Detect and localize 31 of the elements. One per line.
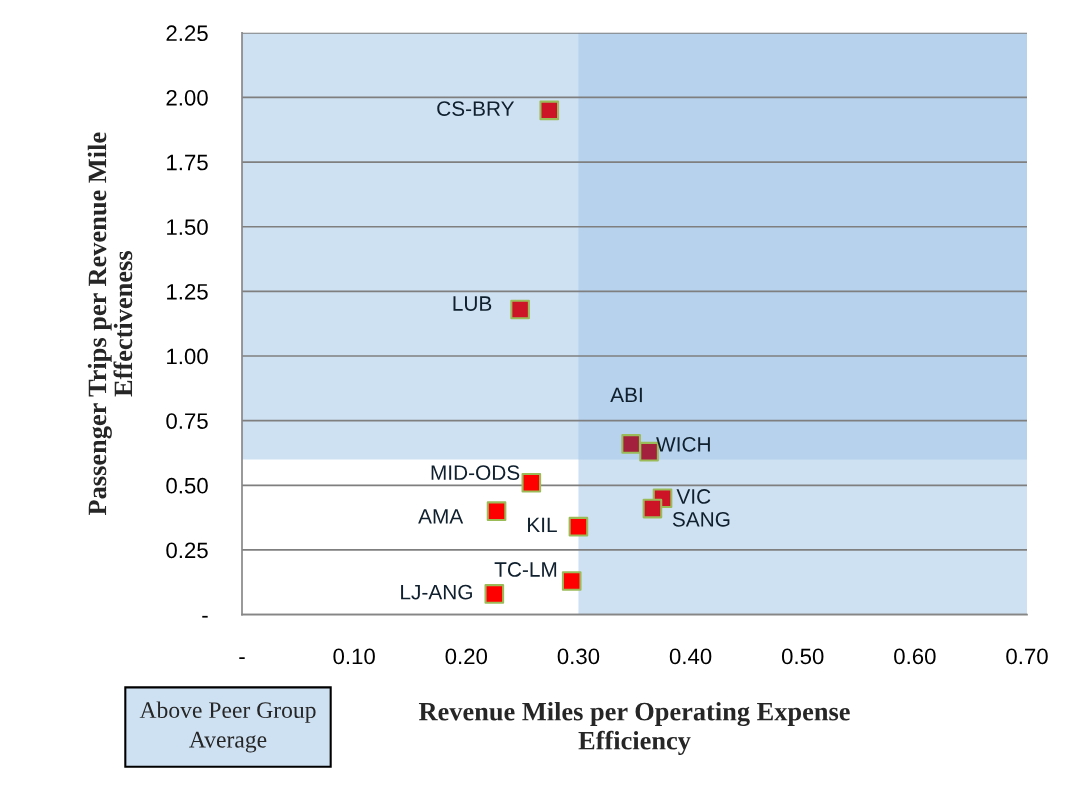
annotation: KIL (528, 517, 557, 533)
annotation: AMA (418, 509, 464, 524)
annotation: MID-ODS (431, 465, 520, 480)
y-tick-label: 0.75 (166, 413, 208, 429)
x-tick-label: 0.50 (781, 648, 824, 665)
annotation: WICH (656, 436, 710, 452)
annotation: LJ-ANG (401, 584, 472, 600)
x-tick-label: 0.70 (1006, 648, 1048, 665)
annotation: ABI (610, 387, 642, 403)
annotation: VIC (676, 489, 711, 504)
x-tick-label: 0.60 (894, 648, 936, 665)
x-tick-label: 0.20 (445, 648, 488, 665)
y-tick-label: 1.75 (167, 154, 208, 171)
text: Above Peer Group Average (139, 701, 316, 753)
y-tick-label: 1.25 (167, 283, 208, 300)
y-tick-label: 1.00 (167, 348, 208, 365)
y-tick-label: 2.25 (166, 25, 208, 42)
annotation: LUB (453, 296, 492, 311)
x-tick-label: 0.30 (557, 648, 600, 665)
x-tick-label: 0.40 (669, 648, 712, 665)
y-tick-label: 0.50 (166, 477, 208, 494)
y-tick-label: 2.00 (166, 89, 208, 106)
y-tick-label: - (202, 615, 208, 618)
y-tick-label: 1.50 (167, 219, 208, 235)
x-axis-title: Revenue Miles per Operating Expense Efficiency (418, 701, 850, 756)
annotation: TC-LM (494, 562, 557, 577)
x-tick-label: 0.10 (333, 648, 375, 665)
y-tick-label: 0.25 (166, 542, 208, 559)
annotation: CS-BRY (437, 101, 515, 116)
annotation: SANG (672, 511, 730, 527)
y-axis-title: Passenger Trips per Revenue Mile Effectiveness (87, 132, 133, 516)
